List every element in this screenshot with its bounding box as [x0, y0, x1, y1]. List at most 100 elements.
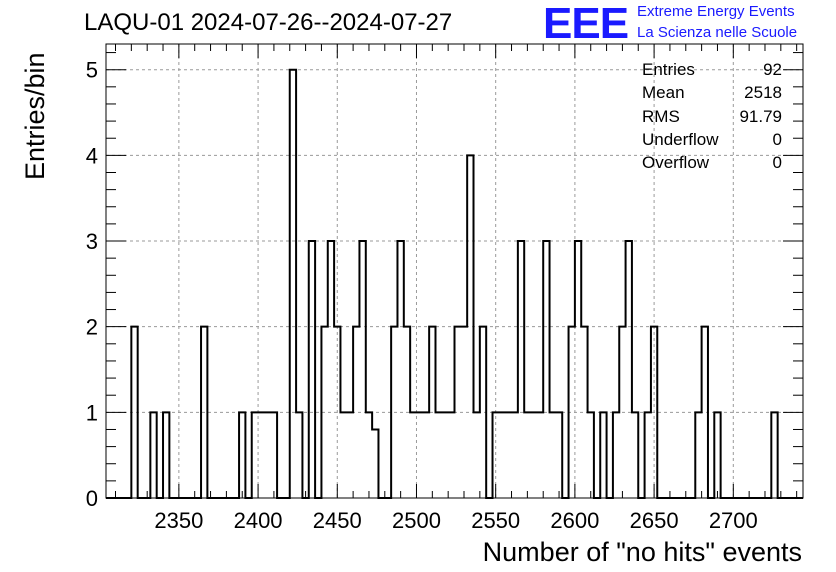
histogram-bin — [163, 412, 169, 498]
y-tick-label: 4 — [86, 143, 98, 168]
histogram-bin — [499, 412, 505, 498]
histogram-bin — [435, 412, 441, 498]
histogram-bin — [321, 327, 327, 498]
histogram-bin — [550, 412, 556, 498]
histogram-bin — [258, 412, 264, 498]
plot-frame — [105, 43, 804, 499]
histogram-bin — [391, 327, 397, 498]
histogram-bin — [518, 241, 524, 498]
histogram-bin — [474, 412, 480, 498]
histogram-bin — [252, 412, 258, 498]
histogram-bin — [271, 412, 277, 498]
x-tick-label: 2550 — [471, 508, 520, 533]
stats-label: Mean — [642, 83, 685, 103]
stats-value: 0 — [772, 153, 782, 173]
histogram-bin — [264, 412, 270, 498]
histogram-bin — [442, 412, 448, 498]
histogram-bin — [131, 327, 137, 498]
histogram-bin — [290, 70, 296, 498]
histogram-bin — [651, 327, 657, 498]
histogram-bin — [645, 412, 651, 498]
histogram-bin — [771, 412, 777, 498]
histogram-bin — [366, 412, 372, 498]
histogram-bin — [296, 412, 302, 498]
x-tick-label: 2450 — [313, 508, 362, 533]
x-tick-label: 2400 — [234, 508, 283, 533]
y-tick-label: 2 — [86, 315, 98, 340]
histogram-bin — [455, 327, 461, 498]
x-tick-label: 2500 — [392, 508, 441, 533]
histogram-bin — [480, 327, 486, 498]
histogram-bin — [575, 241, 581, 498]
y-tick-label: 5 — [86, 58, 98, 83]
logo-line-2: La Scienza nelle Scuole — [637, 24, 798, 41]
histogram-bin — [150, 412, 156, 498]
stats-label: Overflow — [642, 153, 710, 173]
y-tick-label: 3 — [86, 229, 98, 254]
histogram-bin — [531, 412, 537, 498]
stats-value: 91.79 — [739, 106, 782, 126]
histogram-bin — [556, 412, 562, 498]
histogram-bin — [543, 241, 549, 498]
histogram-bin — [702, 327, 708, 498]
histogram-bin — [309, 241, 315, 498]
histogram-bin — [512, 412, 518, 498]
y-tick-label: 0 — [86, 486, 98, 511]
histogram-bin — [613, 412, 619, 498]
histogram-bin — [334, 327, 340, 498]
histogram-bin — [461, 327, 467, 498]
y-tick-label: 1 — [86, 400, 98, 425]
stats-row-rms: RMS 91.79 — [642, 105, 782, 128]
x-axis-label: Number of "no hits" events — [482, 537, 802, 567]
stats-label: Underflow — [642, 129, 719, 149]
histogram-bin — [467, 155, 473, 498]
histogram-bin — [359, 241, 365, 498]
histogram-bin — [695, 412, 701, 498]
histogram-bin — [626, 241, 632, 498]
stats-value: 92 — [763, 60, 782, 79]
histogram-bin — [600, 412, 606, 498]
x-tick-label: 2650 — [630, 508, 679, 533]
histogram-bin — [524, 412, 530, 498]
histogram-bin — [569, 327, 575, 498]
stats-row-overflow: Overflow 0 — [642, 151, 782, 174]
histogram-bin — [239, 412, 245, 498]
histogram-bin — [340, 412, 346, 498]
histogram-bin — [201, 327, 207, 498]
histogram-bin — [632, 412, 638, 498]
stats-row-underflow: Underflow 0 — [642, 128, 782, 151]
stats-row-mean: Mean 2518 — [642, 81, 782, 104]
histogram-bin — [581, 327, 587, 498]
histogram-bin — [714, 412, 720, 498]
histogram-bin — [347, 412, 353, 498]
histogram-bin — [423, 412, 429, 498]
histogram-bin — [505, 412, 511, 498]
eee-logo: EEE — [543, 0, 629, 48]
histogram-bin — [537, 412, 543, 498]
x-tick-label: 2700 — [709, 508, 758, 533]
histogram-bin — [448, 412, 454, 498]
histogram-bin — [397, 241, 403, 498]
stats-label: Entries — [642, 60, 695, 79]
stats-box: Entries 92 Mean 2518 RMS 91.79 Underflow 0 O… — [642, 58, 782, 174]
axis-ticks — [106, 44, 803, 499]
histogram-bin — [619, 327, 625, 498]
histogram-bin — [429, 327, 435, 498]
stats-value: 0 — [772, 129, 782, 149]
histogram-bin — [372, 429, 378, 498]
histogram-bin — [416, 412, 422, 498]
stats-value: 2518 — [744, 83, 782, 103]
x-tick-label: 2350 — [154, 508, 203, 533]
tick-labels: 2350 2400 2450 2500 2550 2600 2650 2700 0 1 2 3 4 5 — [86, 58, 758, 533]
histogram-bin — [404, 327, 410, 498]
histogram-bin — [353, 327, 359, 498]
grid-lines — [106, 44, 803, 498]
stats-row-entries: Entries 92 — [642, 58, 782, 81]
stats-label: RMS — [642, 106, 680, 126]
histogram-bin — [410, 412, 416, 498]
x-tick-label: 2600 — [550, 508, 599, 533]
histogram-bin — [328, 241, 334, 498]
logo-line-1: Extreme Energy Events — [637, 3, 795, 20]
